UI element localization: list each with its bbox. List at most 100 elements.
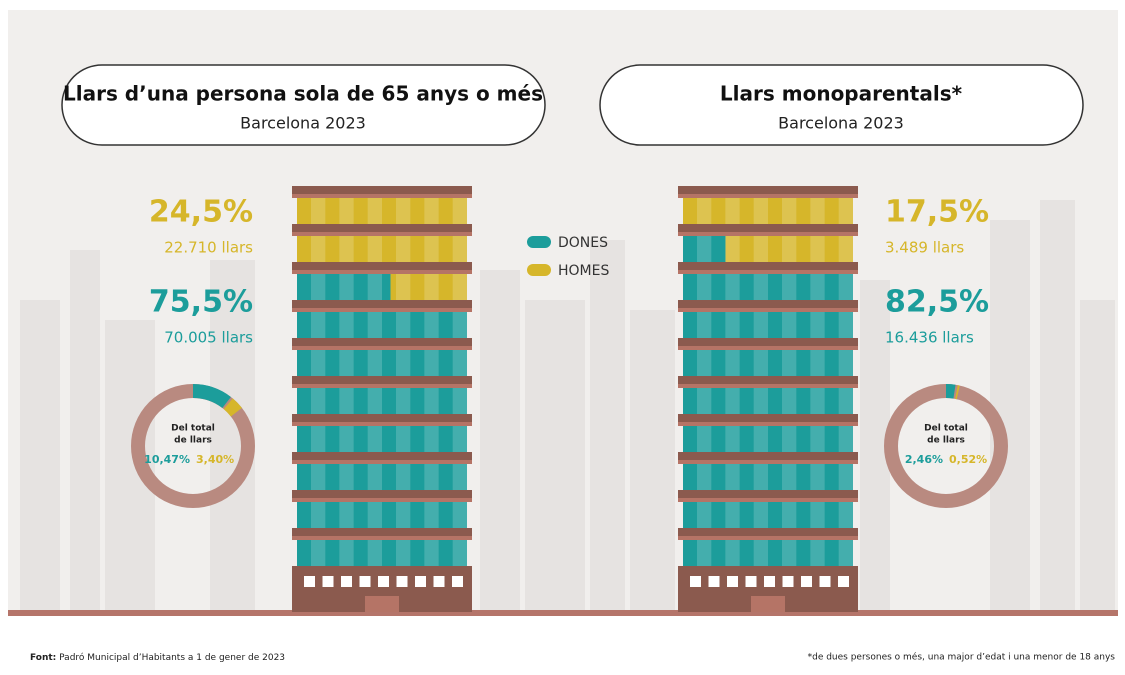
base-window xyxy=(322,576,334,587)
window-pane xyxy=(810,236,825,262)
base-window xyxy=(745,576,757,587)
share-percent: 82,5% xyxy=(885,285,989,320)
window-pane xyxy=(725,540,740,566)
window-pane xyxy=(697,464,712,490)
window-pane xyxy=(452,198,467,224)
window-pane xyxy=(838,540,853,566)
floor-slab xyxy=(292,452,472,460)
window-pane xyxy=(424,502,439,528)
floor-slab-edge xyxy=(678,384,858,388)
window-pane xyxy=(339,236,354,262)
share-percent: 24,5% xyxy=(149,195,253,230)
window-pane xyxy=(753,312,768,338)
base-window xyxy=(727,576,738,587)
window-pane xyxy=(810,312,825,338)
window-pane xyxy=(424,350,439,376)
share-percent: 17,5% xyxy=(885,195,989,230)
window-pane xyxy=(725,502,740,528)
floor-slab-edge xyxy=(292,346,472,350)
window-pane xyxy=(396,426,411,452)
window-pane xyxy=(396,236,411,262)
floor-slab-edge xyxy=(292,422,472,426)
window-pane xyxy=(753,540,768,566)
window-segment xyxy=(683,464,853,490)
donut-label: 0,52% xyxy=(949,453,987,466)
window-pane xyxy=(782,426,797,452)
floor-slab-edge xyxy=(678,422,858,426)
floor-slab-edge xyxy=(678,270,858,274)
window-pane xyxy=(810,502,825,528)
base-window xyxy=(452,576,463,587)
share-count: 22.710 llars xyxy=(164,239,253,257)
floor-slab-edge xyxy=(292,194,472,198)
window-pane xyxy=(782,388,797,414)
title-box xyxy=(599,64,1084,146)
window-pane xyxy=(339,388,354,414)
window-pane xyxy=(782,236,797,262)
window-pane xyxy=(367,236,382,262)
window-pane xyxy=(838,502,853,528)
window-segment xyxy=(683,426,853,452)
window-pane xyxy=(311,540,326,566)
window-pane xyxy=(838,198,853,224)
floor-slab-edge xyxy=(678,498,858,502)
door xyxy=(365,596,399,612)
legend-label: DONES xyxy=(558,235,608,251)
window-pane xyxy=(697,236,712,262)
window-pane xyxy=(311,312,326,338)
floor-slab-edge xyxy=(678,194,858,198)
window-pane xyxy=(725,426,740,452)
window-pane xyxy=(396,464,411,490)
window-pane xyxy=(725,236,740,262)
window-pane xyxy=(367,540,382,566)
window-pane xyxy=(396,388,411,414)
window-pane xyxy=(452,426,467,452)
window-segment xyxy=(297,426,467,452)
window-pane xyxy=(782,464,797,490)
donut-label: 10,47% xyxy=(144,453,190,466)
floor-slab-edge xyxy=(678,536,858,540)
ground xyxy=(8,610,1118,616)
window-pane xyxy=(810,274,825,300)
window-pane xyxy=(452,236,467,262)
window-pane xyxy=(782,502,797,528)
window-pane xyxy=(697,540,712,566)
window-pane xyxy=(339,502,354,528)
window-pane xyxy=(367,388,382,414)
floor-slab-edge xyxy=(292,536,472,540)
share-percent: 75,5% xyxy=(149,285,253,320)
floor-slab xyxy=(678,262,858,270)
floor-slab xyxy=(292,528,472,536)
floor-slab xyxy=(292,338,472,346)
window-pane xyxy=(452,464,467,490)
window-pane xyxy=(810,350,825,376)
floor-slab-edge xyxy=(678,460,858,464)
window-pane xyxy=(697,350,712,376)
window-segment xyxy=(297,388,467,414)
window-pane xyxy=(452,502,467,528)
window-pane xyxy=(367,312,382,338)
window-pane xyxy=(838,236,853,262)
base-window xyxy=(396,576,408,587)
donut-label: 2,46% xyxy=(905,453,943,466)
window-pane xyxy=(396,198,411,224)
window-pane xyxy=(339,350,354,376)
window-pane xyxy=(782,274,797,300)
window-pane xyxy=(367,350,382,376)
floor-slab xyxy=(678,490,858,498)
base-window xyxy=(378,576,389,587)
panel-subtitle: Barcelona 2023 xyxy=(240,114,366,133)
window-pane xyxy=(810,198,825,224)
share-count: 70.005 llars xyxy=(164,329,253,347)
window-pane xyxy=(367,198,382,224)
window-segment xyxy=(297,350,467,376)
base-window xyxy=(415,576,426,587)
window-pane xyxy=(452,540,467,566)
window-pane xyxy=(339,312,354,338)
window-pane xyxy=(782,198,797,224)
window-pane xyxy=(424,312,439,338)
window-pane xyxy=(311,388,326,414)
window-pane xyxy=(339,540,354,566)
base-window xyxy=(359,576,371,587)
window-segment xyxy=(297,198,467,224)
